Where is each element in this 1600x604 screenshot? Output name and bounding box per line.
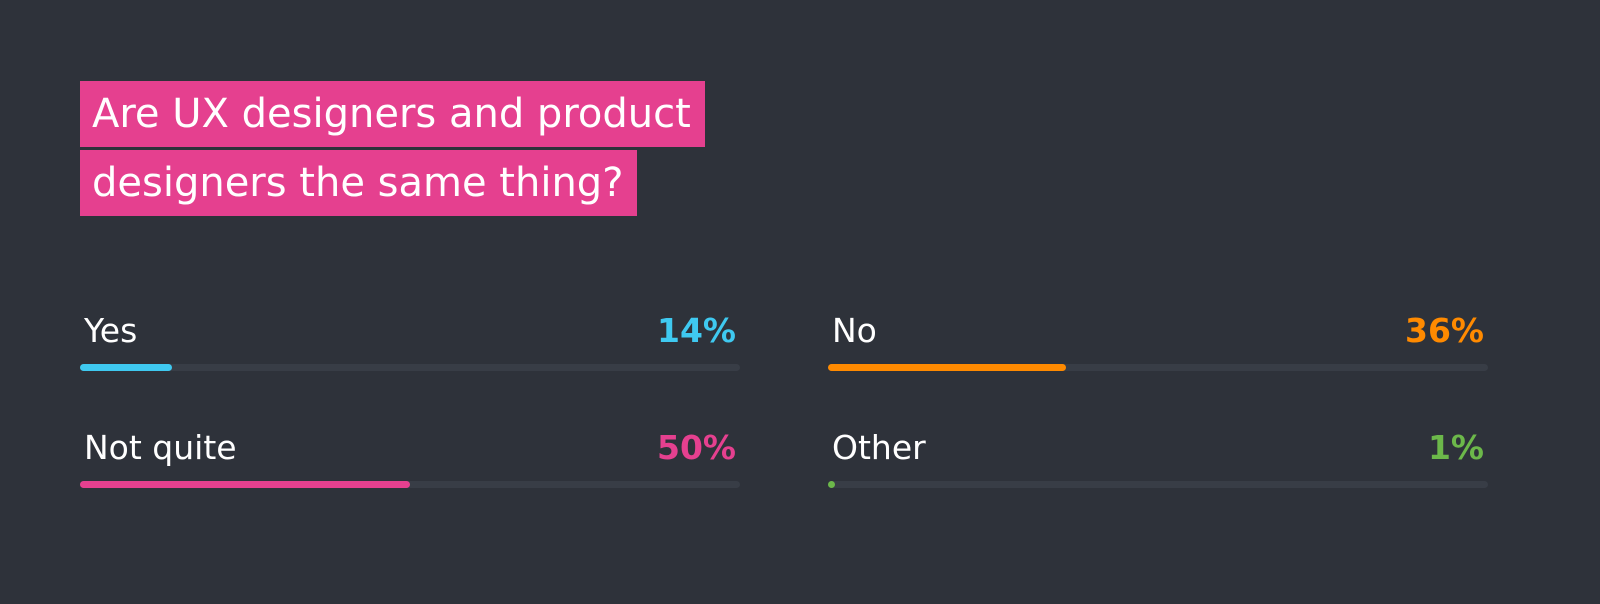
bar-track	[828, 481, 1488, 488]
result-header: Not quite 50%	[80, 427, 740, 467]
chart-title: Are UX designers and product designers t…	[80, 81, 705, 216]
results: Yes 14% No 36% Not quite 50% Other 1%	[80, 310, 1488, 488]
bar	[828, 364, 1066, 371]
result-header: Other 1%	[828, 427, 1488, 467]
bar-track	[828, 364, 1488, 371]
bar	[80, 364, 173, 371]
bar	[828, 481, 835, 488]
option-label: Not quite	[84, 427, 237, 467]
result-header: Yes 14%	[80, 310, 740, 350]
option-label: No	[832, 310, 877, 350]
result-item: No 36%	[828, 310, 1488, 371]
option-label: Other	[832, 427, 926, 467]
option-label: Yes	[84, 310, 138, 350]
bar-track	[80, 481, 740, 488]
result-header: No 36%	[828, 310, 1488, 350]
value-label: 14%	[657, 310, 736, 350]
value-label: 50%	[657, 427, 736, 467]
value-label: 1%	[1427, 427, 1484, 467]
result-item: Other 1%	[828, 427, 1488, 488]
result-item: Yes 14%	[80, 310, 740, 371]
bar	[80, 481, 410, 488]
title-box: Are UX designers and product designers t…	[80, 80, 740, 218]
value-label: 36%	[1405, 310, 1484, 350]
result-item: Not quite 50%	[80, 427, 740, 488]
bar-track	[80, 364, 740, 371]
